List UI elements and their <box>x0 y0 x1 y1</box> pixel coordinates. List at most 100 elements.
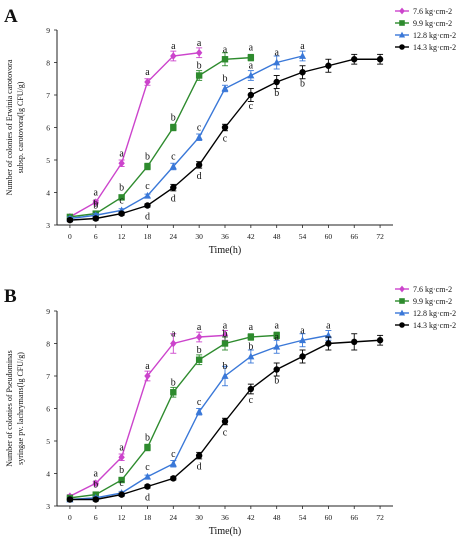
significance-label: c <box>197 122 202 133</box>
x-tick-label: 48 <box>273 232 281 241</box>
x-tick-label: 12 <box>118 232 126 241</box>
significance-label: a <box>274 332 279 343</box>
y-tick-label: 4 <box>46 189 50 198</box>
marker-circle <box>67 217 73 223</box>
marker-square <box>170 389 176 395</box>
significance-label: d <box>197 462 202 473</box>
marker-circle <box>196 452 202 458</box>
legend-label: 14.3 kg·cm-2 <box>413 321 456 330</box>
significance-label: c <box>119 478 124 489</box>
significance-label: c <box>223 134 228 145</box>
y-tick-label: 3 <box>46 502 50 511</box>
x-tick-label: 60 <box>325 513 333 522</box>
legend-label: 14.3 kg·cm-2 <box>413 43 456 52</box>
marker-circle <box>299 353 305 359</box>
significance-label: a <box>326 320 331 331</box>
significance-label: a <box>223 44 228 55</box>
significance-label: a <box>274 48 279 59</box>
chart-panel-a: A0 6 12 18 24 30 36 42 48 54 60 66 723456789Time(h)N… <box>4 6 456 256</box>
significance-label: a <box>249 322 254 333</box>
series-line <box>70 53 199 217</box>
y-tick-label: 9 <box>46 26 50 35</box>
significance-label: b <box>223 74 228 85</box>
x-tick-label: 72 <box>376 232 384 241</box>
significance-label: b <box>274 376 279 387</box>
significance-label: a <box>300 41 305 52</box>
marker-circle <box>351 56 357 62</box>
significance-label: d <box>171 194 176 205</box>
y-axis-title-line: subsp. carotovora(lg CFU/g) <box>16 81 25 173</box>
significance-label: b <box>197 61 202 72</box>
significance-label: a <box>197 38 202 49</box>
significance-label: a <box>145 67 150 78</box>
marker-diamond <box>196 333 202 341</box>
chart-panel-b: B0 6 12 18 24 30 36 42 48 54 60 66 723456789Time(h)N… <box>4 285 456 537</box>
marker-circle <box>377 56 383 62</box>
marker-square <box>222 340 228 346</box>
significance-label: a <box>249 43 254 54</box>
marker-circle <box>144 483 150 489</box>
marker-square <box>144 444 150 450</box>
x-tick-label: 0 <box>68 513 72 522</box>
marker-triangle <box>221 372 228 379</box>
significance-label: b <box>119 465 124 476</box>
x-tick-label: 48 <box>273 513 281 522</box>
significance-label: c <box>145 181 150 192</box>
series-triangle: b c c c c b a a a <box>66 41 306 221</box>
x-tick-label: 18 <box>144 513 152 522</box>
significance-label: a <box>94 468 99 479</box>
marker-circle <box>248 92 254 98</box>
significance-label: b <box>223 361 228 372</box>
x-tick-label: 42 <box>247 232 255 241</box>
significance-label: a <box>197 322 202 333</box>
significance-label: c <box>171 152 176 163</box>
significance-label: b <box>300 78 305 89</box>
significance-label: a <box>119 148 124 159</box>
marker-square <box>399 20 405 26</box>
marker-circle <box>118 210 124 216</box>
significance-label: a <box>119 442 124 453</box>
significance-label: a <box>94 187 99 198</box>
significance-label: b <box>248 342 253 353</box>
y-axis-title-line: Number of colonies of Pseudominas <box>5 350 14 466</box>
marker-circle <box>222 418 228 424</box>
x-tick-label: 18 <box>144 232 152 241</box>
marker-circle <box>93 215 99 221</box>
x-tick-label: 6 <box>94 232 98 241</box>
significance-label: d <box>145 493 150 504</box>
x-tick-label: 30 <box>195 232 203 241</box>
marker-triangle <box>299 52 306 59</box>
x-tick-label: 24 <box>170 513 178 522</box>
marker-square <box>248 334 254 340</box>
legend-label: 7.6 kg·cm-2 <box>413 7 452 16</box>
legend-label: 12.8 kg·cm-2 <box>413 309 456 318</box>
y-axis-title-line: Number of colonies of Erwinia carotovora <box>5 59 14 195</box>
x-tick-label: 36 <box>221 513 229 522</box>
significance-label: b <box>171 377 176 388</box>
marker-circle <box>399 44 405 50</box>
legend-label: 9.9 kg·cm-2 <box>413 19 452 28</box>
series-line <box>70 56 303 219</box>
significance-label: c <box>119 195 124 206</box>
marker-circle <box>67 496 73 502</box>
y-tick-label: 6 <box>46 124 50 133</box>
legend-label: 7.6 kg·cm-2 <box>413 285 452 294</box>
marker-circle <box>399 322 405 328</box>
marker-circle <box>144 202 150 208</box>
y-tick-label: 5 <box>46 156 50 165</box>
y-tick-label: 6 <box>46 405 50 414</box>
marker-circle <box>273 79 279 85</box>
marker-square <box>144 163 150 169</box>
significance-label: c <box>223 428 228 439</box>
marker-diamond <box>399 286 405 293</box>
marker-circle <box>299 69 305 75</box>
y-tick-label: 4 <box>46 470 50 479</box>
y-tick-label: 3 <box>46 221 50 230</box>
significance-label: a <box>274 320 279 331</box>
significance-label: a <box>145 361 150 372</box>
y-tick-label: 9 <box>46 307 50 316</box>
marker-circle <box>377 337 383 343</box>
marker-circle <box>170 475 176 481</box>
series-circle: ddccb <box>67 334 384 504</box>
significance-label: d <box>145 212 150 223</box>
